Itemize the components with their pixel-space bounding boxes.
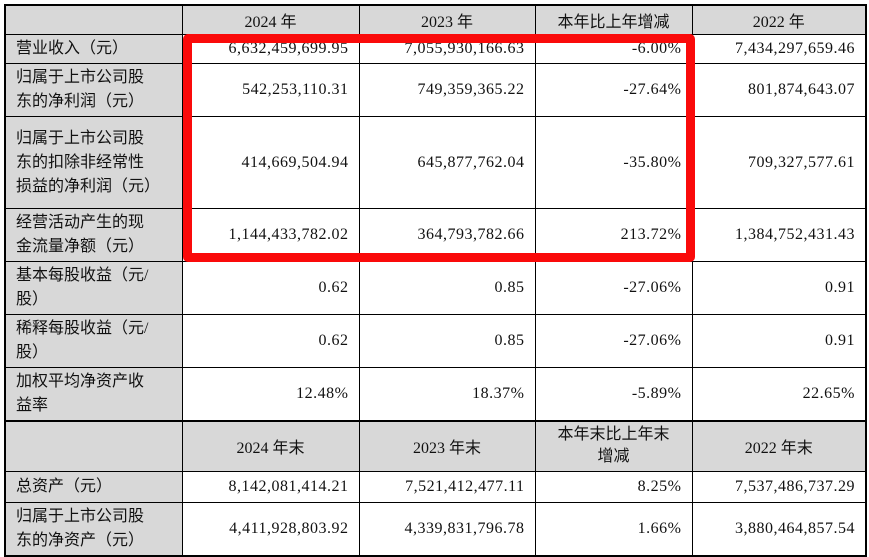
table-row-net-assets: 归属于上市公司股东的净资产（元） 4,411,928,803.92 4,339,… xyxy=(4,501,867,557)
value-change: 1.66% xyxy=(534,501,693,557)
value-2023: 7,521,412,477.11 xyxy=(358,470,536,503)
value-2024: 1,144,433,782.02 xyxy=(181,208,360,262)
row-label: 归属于上市公司股东的净资产（元） xyxy=(4,501,183,557)
table-row-net-profit: 归属于上市公司股东的净利润（元） 542,253,110.31 749,359,… xyxy=(4,63,867,117)
value-2022: 709,327,577.61 xyxy=(691,116,867,209)
row-label: 总资产（元） xyxy=(4,470,183,503)
corner-cell xyxy=(4,4,183,35)
financial-summary-table: 2024 年 2023 年 本年比上年增减 2022 年 营业收入（元） 6,6… xyxy=(4,4,867,557)
table-row-diluted-eps: 稀释每股收益（元/股） 0.62 0.85 -27.06% 0.91 xyxy=(4,314,867,368)
value-2023: 749,359,365.22 xyxy=(358,63,536,117)
value-change: -27.64% xyxy=(534,63,693,117)
row-label: 基本每股收益（元/股） xyxy=(4,261,183,315)
table-row-net-profit-deducted: 归属于上市公司股东的扣除非经常性损益的净利润（元） 414,669,504.94… xyxy=(4,116,867,209)
value-2023: 645,877,762.04 xyxy=(358,116,536,209)
period-end-header-row: 2024 年末 2023 年末 本年末比上年末增减 2022 年末 xyxy=(4,419,867,472)
value-2023: 0.85 xyxy=(358,314,536,368)
value-2022: 3,880,464,857.54 xyxy=(691,501,867,557)
value-change: 213.72% xyxy=(534,208,693,262)
value-change: 8.25% xyxy=(534,470,693,503)
annual-header-row: 2024 年 2023 年 本年比上年增减 2022 年 xyxy=(4,4,867,35)
value-2023: 4,339,831,796.78 xyxy=(358,501,536,557)
value-2023: 18.37% xyxy=(358,367,536,422)
value-2024: 4,411,928,803.92 xyxy=(181,501,360,557)
value-change: -27.06% xyxy=(534,261,693,315)
header-2022: 2022 年 xyxy=(691,4,867,35)
table-row-basic-eps: 基本每股收益（元/股） 0.62 0.85 -27.06% 0.91 xyxy=(4,261,867,315)
value-change: -6.00% xyxy=(534,34,693,64)
value-2024: 542,253,110.31 xyxy=(181,63,360,117)
value-2024: 414,669,504.94 xyxy=(181,116,360,209)
row-label: 营业收入（元） xyxy=(4,34,183,64)
value-2022: 801,874,643.07 xyxy=(691,63,867,117)
value-2022: 7,537,486,737.29 xyxy=(691,470,867,503)
row-label: 稀释每股收益（元/股） xyxy=(4,314,183,368)
value-2022: 22.65% xyxy=(691,367,867,422)
header-2024-end: 2024 年末 xyxy=(181,419,360,472)
row-label: 加权平均净资产收益率 xyxy=(4,367,183,422)
table-row-revenue: 营业收入（元） 6,632,459,699.95 7,055,930,166.6… xyxy=(4,34,867,64)
header-2023: 2023 年 xyxy=(358,4,536,35)
value-change: -35.80% xyxy=(534,116,693,209)
value-2023: 7,055,930,166.63 xyxy=(358,34,536,64)
value-2022: 7,434,297,659.46 xyxy=(691,34,867,64)
value-2024: 12.48% xyxy=(181,367,360,422)
value-change: -27.06% xyxy=(534,314,693,368)
value-2024: 0.62 xyxy=(181,261,360,315)
row-label: 经营活动产生的现金流量净额（元） xyxy=(4,208,183,262)
table-row-operating-cash-flow: 经营活动产生的现金流量净额（元） 1,144,433,782.02 364,79… xyxy=(4,208,867,262)
header-yoy-change: 本年比上年增减 xyxy=(534,4,693,35)
financial-summary: 2024 年 2023 年 本年比上年增减 2022 年 营业收入（元） 6,6… xyxy=(4,4,867,557)
header-2023-end: 2023 年末 xyxy=(358,419,536,472)
table-row-weighted-avg-roe: 加权平均净资产收益率 12.48% 18.37% -5.89% 22.65% xyxy=(4,367,867,422)
value-2022: 0.91 xyxy=(691,314,867,368)
header-2022-end: 2022 年末 xyxy=(691,419,867,472)
corner-cell xyxy=(4,419,183,472)
value-2024: 0.62 xyxy=(181,314,360,368)
value-2023: 364,793,782.66 xyxy=(358,208,536,262)
header-2024: 2024 年 xyxy=(181,4,360,35)
row-label: 归属于上市公司股东的扣除非经常性损益的净利润（元） xyxy=(4,116,183,209)
header-period-end-change: 本年末比上年末增减 xyxy=(534,419,693,472)
value-2022: 1,384,752,431.43 xyxy=(691,208,867,262)
value-2022: 0.91 xyxy=(691,261,867,315)
table-row-total-assets: 总资产（元） 8,142,081,414.21 7,521,412,477.11… xyxy=(4,470,867,503)
row-label: 归属于上市公司股东的净利润（元） xyxy=(4,63,183,117)
value-2024: 6,632,459,699.95 xyxy=(181,34,360,64)
value-change: -5.89% xyxy=(534,367,693,422)
value-2023: 0.85 xyxy=(358,261,536,315)
value-2024: 8,142,081,414.21 xyxy=(181,470,360,503)
